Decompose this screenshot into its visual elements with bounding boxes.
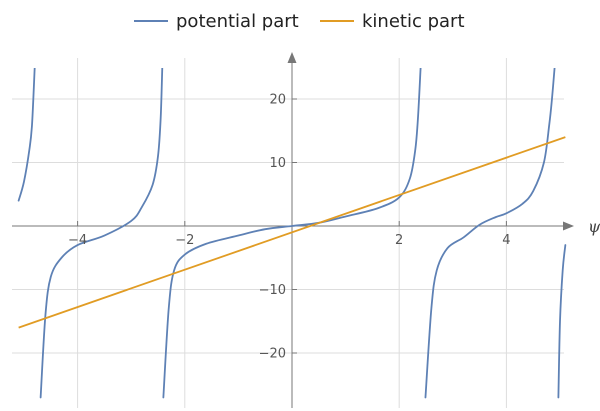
x-axis-arrow xyxy=(563,221,574,231)
series-layer xyxy=(17,68,567,399)
x-tick-label: 4 xyxy=(502,233,510,248)
potential-part-branch-2 xyxy=(39,68,164,399)
x-tick-label: −4 xyxy=(68,233,87,248)
legend-item-potential: potential part xyxy=(134,11,299,32)
y-tick-label: −10 xyxy=(259,283,286,298)
legend-label-potential: potential part xyxy=(176,11,299,32)
labels: −4 −2 2 4 −20 −10 10 20 ψ xyxy=(68,93,600,362)
grid xyxy=(12,58,564,408)
y-tick-label: 20 xyxy=(269,93,286,108)
x-axis-title: ψ xyxy=(588,217,600,236)
potential-part-branch-3 xyxy=(162,68,422,399)
axes xyxy=(12,52,574,408)
y-tick-label: 10 xyxy=(269,156,286,171)
potential-part-branch-1 xyxy=(17,68,36,202)
legend: potential part kinetic part xyxy=(134,11,465,32)
kinetic-part-line xyxy=(18,136,566,329)
x-tick-label: −2 xyxy=(175,233,194,248)
x-tick-label: 2 xyxy=(395,233,403,248)
legend-label-kinetic: kinetic part xyxy=(362,11,465,32)
y-tick-label: −20 xyxy=(259,347,286,362)
potential-part-branch-5 xyxy=(557,244,567,399)
potential-part-branch-4 xyxy=(424,68,556,399)
y-axis-arrow xyxy=(287,52,297,63)
legend-item-kinetic: kinetic part xyxy=(320,11,465,32)
